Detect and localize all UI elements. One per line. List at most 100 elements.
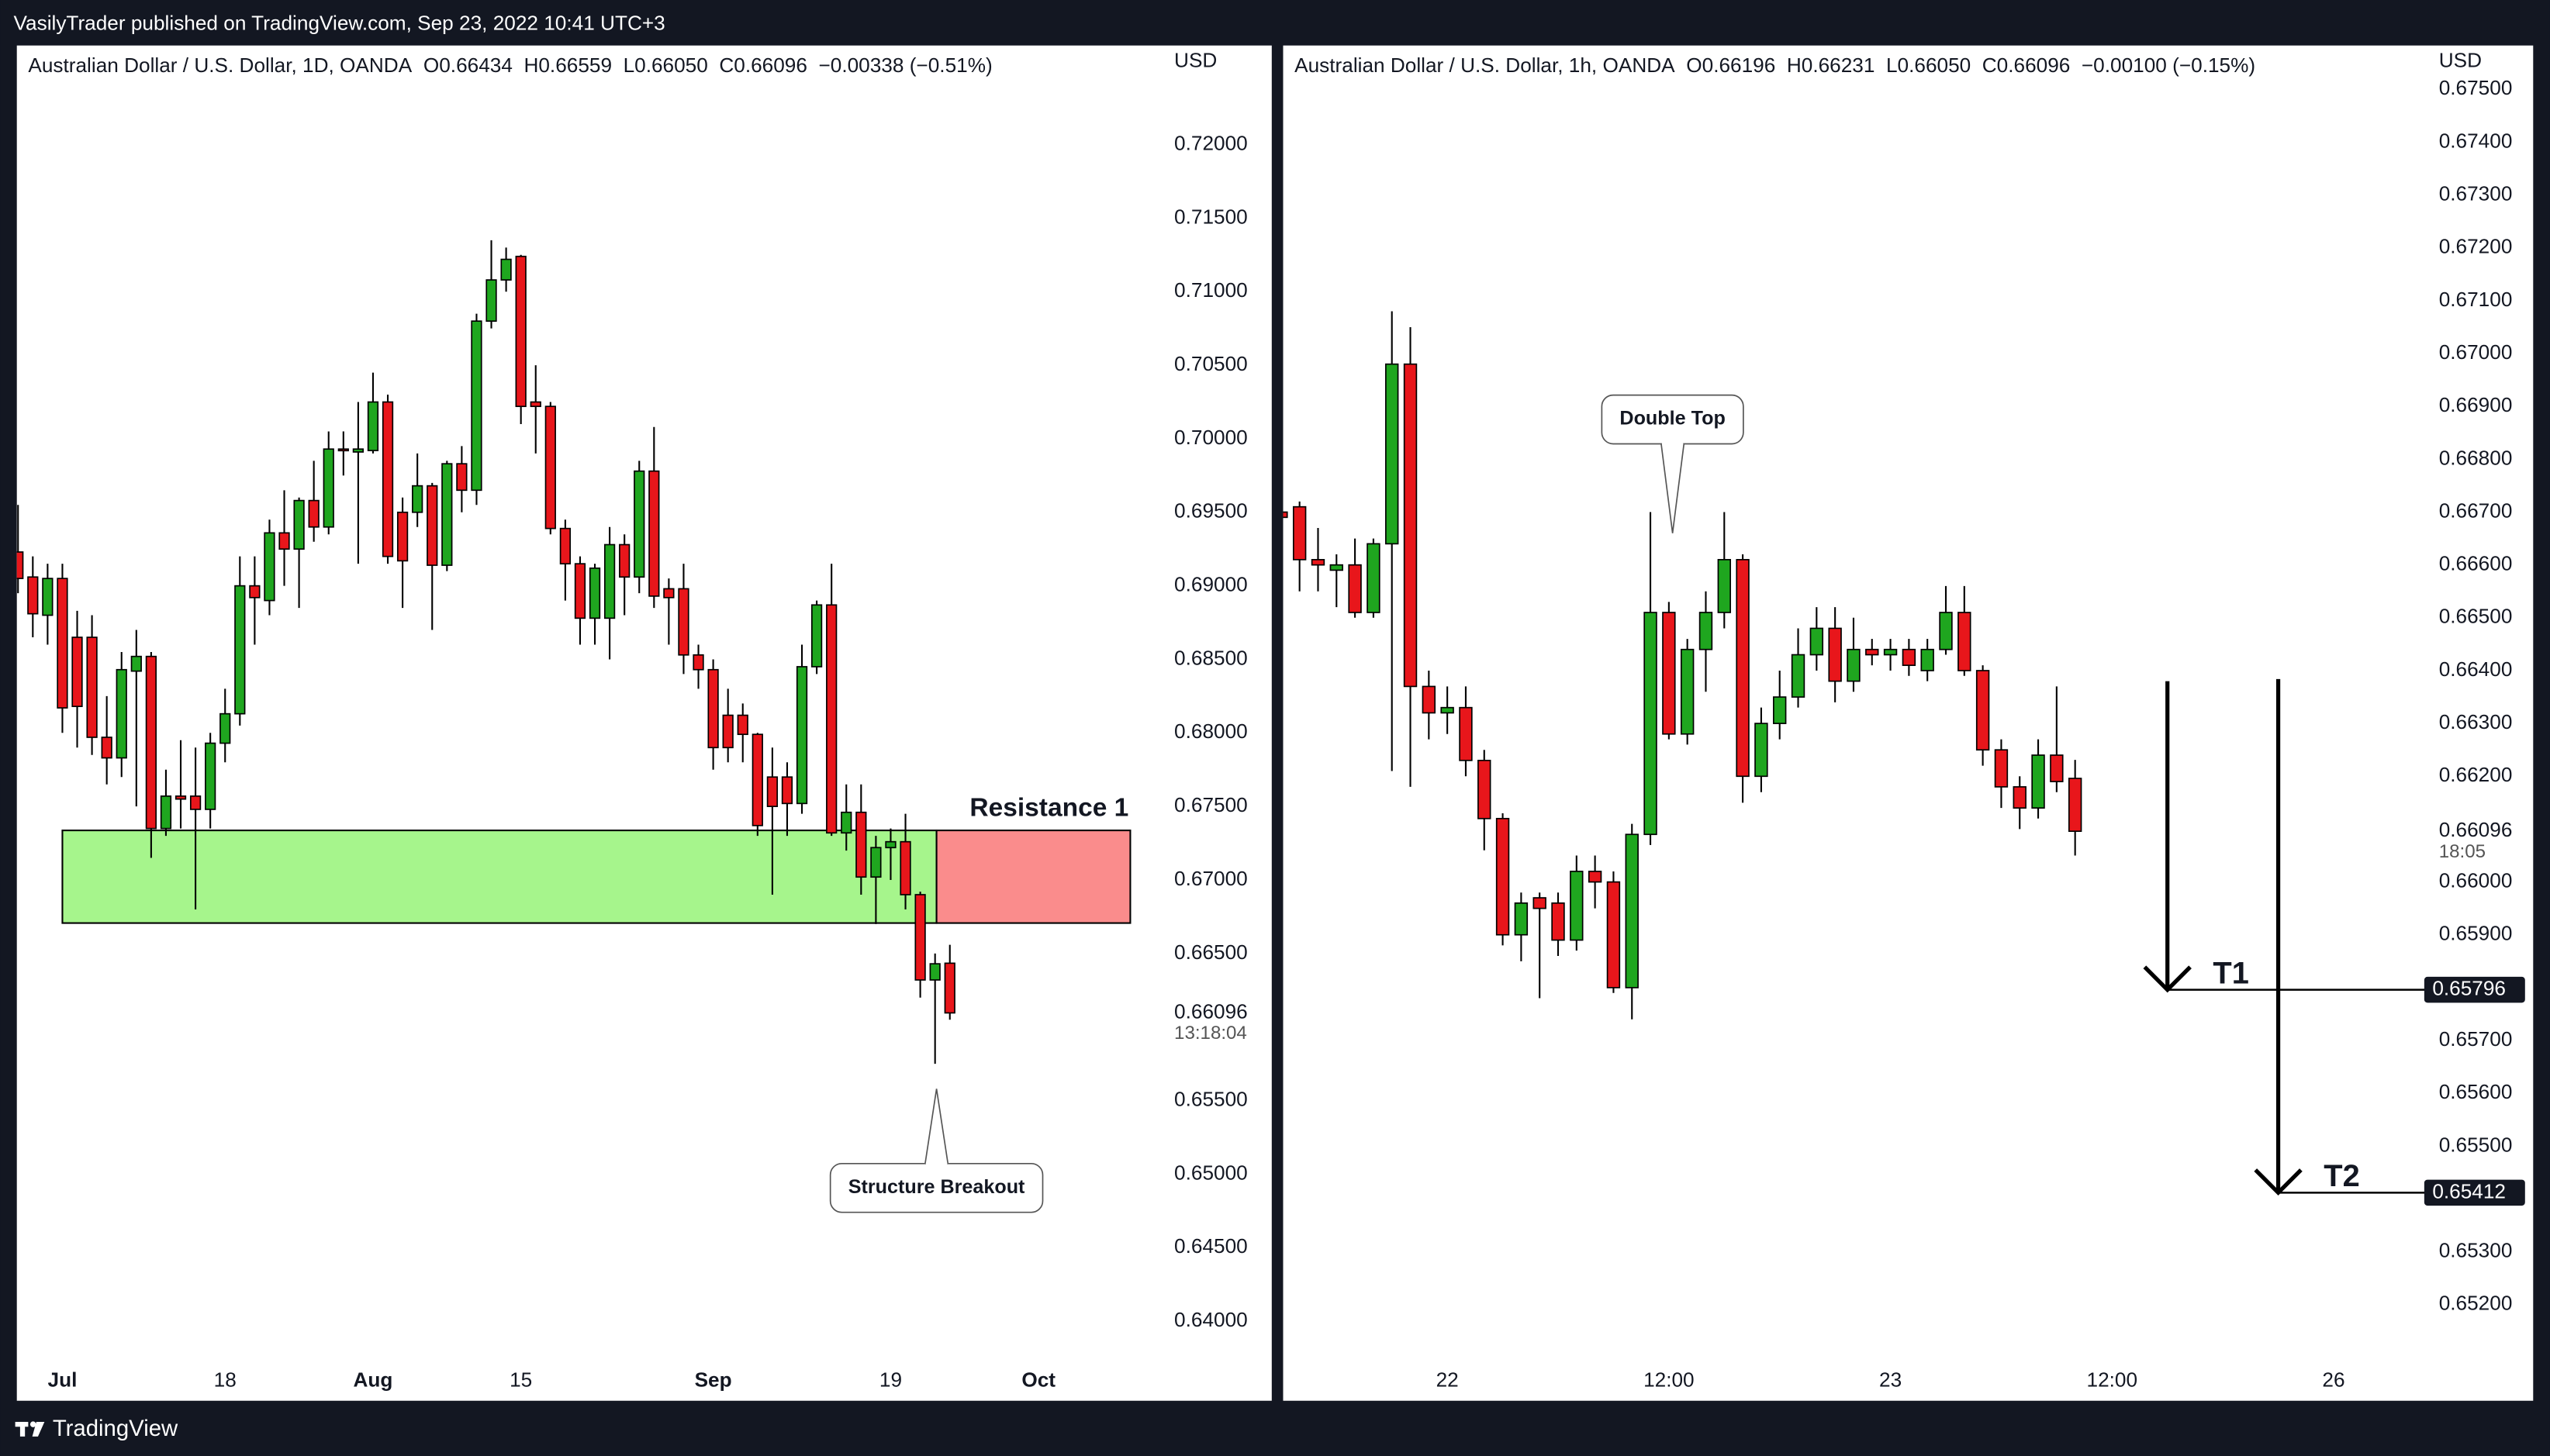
x-tick-label: 26	[2322, 1368, 2344, 1392]
x-tick-label: 12:00	[2087, 1368, 2138, 1392]
candle-body	[1311, 558, 1325, 566]
y-tick-label: 0.71000	[1174, 278, 1248, 302]
axis-unit: USD	[1174, 49, 1217, 72]
candle-body	[441, 463, 453, 566]
candle-body	[1625, 833, 1639, 988]
y-tick-label: 0.67500	[2439, 76, 2513, 99]
candle-body	[337, 448, 349, 452]
y-tick-label: 0.67200	[2439, 235, 2513, 258]
candle-body	[693, 654, 704, 671]
tv-logo	[15, 1421, 45, 1437]
x-tick-label: Jul	[48, 1368, 78, 1392]
plot	[1283, 311, 2082, 1020]
y-tick-label: 0.65000	[1174, 1161, 1248, 1184]
candle-body	[1957, 612, 1971, 671]
candle-body	[427, 485, 438, 566]
candle-body	[101, 737, 112, 759]
candle-body	[1477, 759, 1491, 819]
candle-body	[219, 712, 231, 744]
candle-body	[1717, 558, 1731, 613]
candle-body	[1403, 363, 1418, 688]
zone	[61, 830, 938, 924]
candle-body	[929, 963, 941, 981]
candle-body	[1791, 654, 1805, 698]
candle-body	[1385, 363, 1399, 545]
candle-body	[264, 532, 275, 602]
candle-body	[1736, 558, 1750, 778]
callout-pointer	[1660, 443, 1685, 533]
left-panel	[16, 45, 1272, 1401]
candle-body	[1920, 648, 1934, 671]
y-tick-label: 0.70000	[1174, 426, 1248, 449]
candle-body	[559, 527, 572, 565]
candle-body	[485, 279, 497, 323]
right-panel	[1283, 45, 2534, 1401]
target-label: T1	[2213, 956, 2248, 990]
candle-body	[885, 840, 897, 849]
last-price: 0.66096	[1174, 999, 1248, 1023]
candle-body	[648, 470, 660, 597]
candle-body	[1606, 881, 1621, 988]
candle-body	[42, 578, 54, 616]
candle-body	[1292, 505, 1307, 561]
candle-body	[870, 847, 882, 878]
y-tick-label: 0.66400	[2439, 657, 2513, 681]
x-tick-label: Oct	[1021, 1368, 1056, 1392]
y-tick-label: 0.67400	[2439, 129, 2513, 152]
y-tick-label: 0.71500	[1174, 205, 1248, 228]
x-tick-label: Aug	[354, 1368, 393, 1392]
candle-body	[1514, 902, 1529, 936]
candle-body	[663, 588, 675, 599]
y-tick-label: 0.65600	[2439, 1080, 2513, 1103]
candle-body	[1570, 871, 1584, 941]
callout-text: Structure Breakout	[848, 1176, 1025, 1198]
x-tick-label: 22	[1436, 1368, 1459, 1392]
candle-body	[1939, 612, 1953, 650]
y-tick-label: 0.67500	[1174, 793, 1248, 816]
x-tick-label: 23	[1879, 1368, 1902, 1392]
candle-body	[71, 637, 83, 708]
target-label: T2	[2324, 1159, 2359, 1193]
candle-body	[249, 585, 261, 599]
candle-body	[1643, 612, 1657, 836]
y-tick-label: 0.65200	[2439, 1292, 2513, 1315]
y-tick-label: 0.66000	[2439, 869, 2513, 892]
symbol: Australian Dollar / U.S. Dollar, 1h, OAN…	[1294, 53, 1675, 77]
candle-body	[1773, 696, 1787, 724]
chart-title: Australian Dollar / U.S. Dollar, 1D, OAN…	[28, 53, 992, 77]
y-tick-label: 0.65500	[1174, 1087, 1248, 1110]
candle-body	[456, 463, 468, 492]
candle-body	[16, 551, 24, 579]
y-tick-label: 0.67300	[2439, 181, 2513, 205]
price-box	[2424, 976, 2525, 1003]
zone-label: Resistance 1	[969, 794, 1128, 823]
y-tick-label: 0.68000	[1174, 719, 1248, 743]
last-price: 0.66096	[2439, 818, 2513, 841]
candle-body	[145, 655, 157, 830]
candle-body	[293, 499, 305, 550]
candle-body	[1975, 670, 1990, 751]
candle-body	[914, 894, 926, 981]
candle-body	[1902, 648, 1916, 666]
candle-body	[737, 714, 748, 736]
callout-text: Double Top	[1619, 408, 1725, 430]
candle-body	[1662, 612, 1676, 735]
price-box	[2424, 1179, 2525, 1206]
y-tick-label: 0.67000	[1174, 867, 1248, 890]
y-tick-label: 0.66500	[1174, 940, 1248, 964]
candle-body	[855, 811, 867, 878]
candle-body	[1754, 723, 1768, 778]
y-tick-label: 0.66700	[2439, 499, 2513, 522]
candle-body	[1459, 706, 1473, 761]
candle-body	[130, 655, 142, 672]
candle-body	[2031, 754, 2045, 809]
zone	[935, 830, 1132, 924]
candle-body	[1551, 902, 1565, 941]
callout-pointer	[924, 1089, 949, 1164]
candle-body	[278, 532, 290, 550]
candle-body	[367, 401, 379, 451]
candle-body	[707, 668, 719, 749]
candle-body	[603, 543, 616, 619]
candle-body	[781, 776, 793, 805]
